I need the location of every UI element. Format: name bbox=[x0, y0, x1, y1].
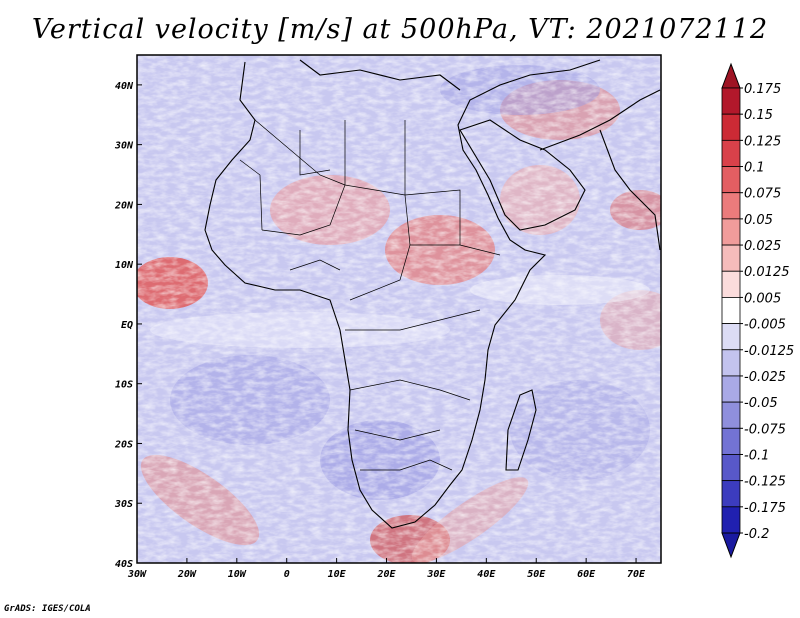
colorbar-level-label: -0.025 bbox=[744, 370, 786, 385]
lon-tick-label: 20E bbox=[376, 569, 396, 580]
colorbar-level-label: -0.1 bbox=[744, 448, 769, 463]
colorbar-level-label: 0.125 bbox=[744, 134, 781, 149]
colorbar-swatch bbox=[721, 166, 741, 194]
colorbar-level-label: 0.005 bbox=[744, 291, 781, 306]
colorbar-level-label: 0.0125 bbox=[744, 265, 790, 280]
chart-title: Vertical velocity [m/s] at 500hPa, VT: 2… bbox=[31, 14, 769, 45]
colorbar-swatch bbox=[721, 480, 741, 508]
vertical-velocity-field bbox=[137, 55, 661, 563]
colorbar-level-label: 0.175 bbox=[744, 82, 781, 97]
lon-tick-label: 50E bbox=[527, 569, 546, 580]
lon-tick-label: 0 bbox=[284, 569, 290, 580]
lat-tick-label: 10S bbox=[115, 380, 133, 391]
colorbar-swatch bbox=[721, 87, 741, 115]
colorbar-swatch bbox=[721, 297, 741, 324]
lon-tick-label: 30E bbox=[426, 569, 446, 580]
colorbar-level-label: 0.025 bbox=[744, 239, 781, 254]
colorbar-level-label: -0.2 bbox=[744, 527, 769, 542]
colorbar-level-label: -0.175 bbox=[744, 501, 786, 516]
colorbar-level-label: 0.1 bbox=[744, 161, 765, 176]
colorbar-level-label: -0.0125 bbox=[744, 344, 794, 359]
lon-tick-label: 10W bbox=[228, 569, 247, 580]
lon-tick-label: 20W bbox=[177, 569, 197, 580]
colorbar-swatch bbox=[721, 218, 741, 246]
colorbar-swatch bbox=[721, 323, 741, 351]
colorbar-top-arrow bbox=[721, 62, 741, 89]
colorbar-level-label: -0.075 bbox=[744, 422, 786, 437]
colorbar-bottom-arrow bbox=[721, 532, 741, 559]
colorbar-level-label: 0.075 bbox=[744, 187, 781, 202]
colorbar-swatch bbox=[721, 192, 741, 220]
lon-tick-label: 30W bbox=[127, 569, 147, 580]
lon-tick-label: 10E bbox=[328, 569, 347, 580]
coastlines bbox=[204, 59, 661, 529]
lat-tick-label: 40N bbox=[115, 81, 134, 92]
colorbar-swatch bbox=[721, 113, 741, 141]
colorbar-level-label: -0.125 bbox=[744, 475, 786, 490]
colorbar-swatch bbox=[721, 375, 741, 403]
colorbar-level-label: -0.005 bbox=[744, 318, 786, 333]
colorbar-swatch bbox=[721, 139, 741, 167]
colorbar-swatch bbox=[721, 506, 741, 534]
colorbar-level-label: 0.15 bbox=[744, 108, 773, 123]
colorbar-level-label: -0.05 bbox=[744, 396, 778, 411]
lat-tick-label: 10N bbox=[115, 260, 134, 271]
country-borders bbox=[239, 119, 501, 471]
lat-tick-label: 30S bbox=[114, 499, 133, 510]
colorbar-swatch bbox=[721, 454, 741, 482]
colorbar-swatch bbox=[721, 270, 741, 298]
map-frame bbox=[136, 54, 662, 564]
colorbar-swatch bbox=[721, 244, 741, 272]
colorbar-level-label: 0.05 bbox=[744, 213, 773, 228]
colorbar-legend: 0.175 0.15 0.125 0.1 0.075 0.05 0.025 0.0125 0.0… bbox=[721, 62, 794, 559]
longitude-axis: 30W 20W 10W 0 10E 20E 30E 40E 50E 60E 70E bbox=[127, 558, 646, 580]
lat-tick-label: 30N bbox=[114, 141, 134, 152]
lat-tick-label: 20S bbox=[114, 439, 133, 450]
latitude-axis: 40N 30N 20N 10N EQ 10S 20S 30S 40S bbox=[114, 81, 142, 570]
grads-credit: GrADS: IGES/COLA bbox=[4, 604, 91, 614]
lon-tick-label: 70E bbox=[627, 569, 646, 580]
lat-tick-label: EQ bbox=[121, 320, 133, 331]
colorbar-swatch bbox=[721, 427, 741, 455]
colorbar-swatch bbox=[721, 401, 741, 429]
lon-tick-label: 60E bbox=[577, 569, 596, 580]
lat-tick-label: 40S bbox=[115, 559, 133, 570]
colorbar-swatch bbox=[721, 349, 741, 377]
lon-tick-label: 40E bbox=[477, 569, 496, 580]
lat-tick-label: 20N bbox=[114, 200, 134, 211]
